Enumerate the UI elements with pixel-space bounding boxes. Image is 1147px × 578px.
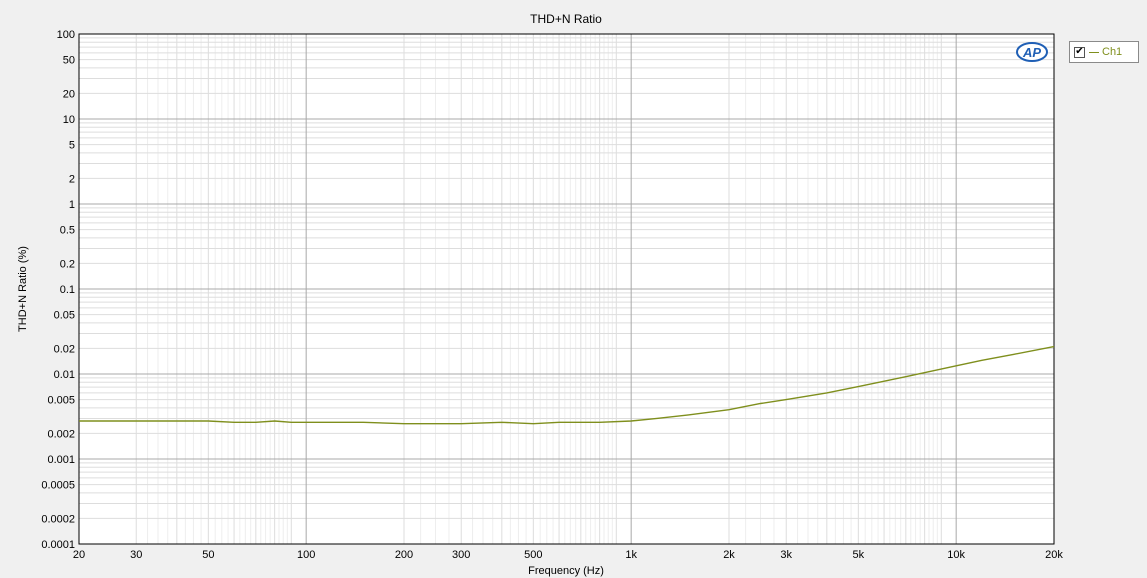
y-tick-label: 20 <box>63 88 75 100</box>
y-tick-label: 50 <box>63 55 75 67</box>
y-tick-label: 2 <box>69 173 75 185</box>
x-tick-label: 200 <box>395 549 413 561</box>
y-tick-label: 0.001 <box>47 454 75 466</box>
y-tick-label: 0.05 <box>54 310 75 322</box>
x-tick-label: 5k <box>853 549 865 561</box>
y-tick-labels: 100 50 20 10 5 2 1 0.5 0.2 0.1 0.05 0.02 0.01 0.005 0.… <box>41 29 75 551</box>
y-tick-label: 0.1 <box>60 284 75 296</box>
y-tick-label: 0.2 <box>60 258 75 270</box>
ap-logo-text: AP <box>1022 45 1041 60</box>
y-tick-label: 0.5 <box>60 225 75 237</box>
major-grid <box>79 34 1054 544</box>
legend-checkbox[interactable]: ✔ <box>1074 46 1085 58</box>
x-tick-labels: 20 30 50 100 200 300 500 1k 2k 3k 5k 10k 20k <box>73 549 1063 561</box>
x-tick-label: 3k <box>780 549 792 561</box>
legend-label-ch1: Ch1 <box>1102 46 1123 58</box>
x-tick-label: 20k <box>1045 549 1063 561</box>
series-layer <box>79 345 1055 425</box>
y-tick-label: 0.01 <box>54 369 75 381</box>
x-tick-label: 30 <box>130 549 142 561</box>
x-tick-label: 1k <box>625 549 637 561</box>
y-tick-label: 0.0005 <box>41 480 75 492</box>
ap-logo: AP <box>1016 42 1048 62</box>
y-tick-label: 100 <box>57 29 75 41</box>
x-tick-label: 50 <box>202 549 214 561</box>
x-axis-label: Frequency (Hz) <box>528 565 604 577</box>
x-tick-label: 2k <box>723 549 735 561</box>
y-tick-label: 0.002 <box>47 428 75 440</box>
x-tick-label: 300 <box>452 549 470 561</box>
chart-title: THD+N Ratio <box>530 12 602 26</box>
x-tick-label: 20 <box>73 549 85 561</box>
x-tick-label: 100 <box>297 549 315 561</box>
x-tick-label: 500 <box>524 549 542 561</box>
x-tick-label: 10k <box>947 549 965 561</box>
y-tick-label: 0.005 <box>47 395 75 407</box>
legend-line-swatch <box>1089 51 1099 53</box>
y-tick-label: 0.0001 <box>41 539 75 551</box>
y-tick-label: 1 <box>69 199 75 211</box>
legend: ✔ Ch1 <box>1069 41 1139 63</box>
y-axis-label: THD+N Ratio (%) <box>17 246 29 332</box>
plot-border <box>78 33 1055 545</box>
y-tick-label: 5 <box>69 140 75 152</box>
y-tick-label: 10 <box>63 114 75 126</box>
y-tick-label: 0.0002 <box>41 513 75 525</box>
series-line-ch1 <box>79 345 1055 425</box>
y-tick-label: 0.02 <box>54 343 75 355</box>
